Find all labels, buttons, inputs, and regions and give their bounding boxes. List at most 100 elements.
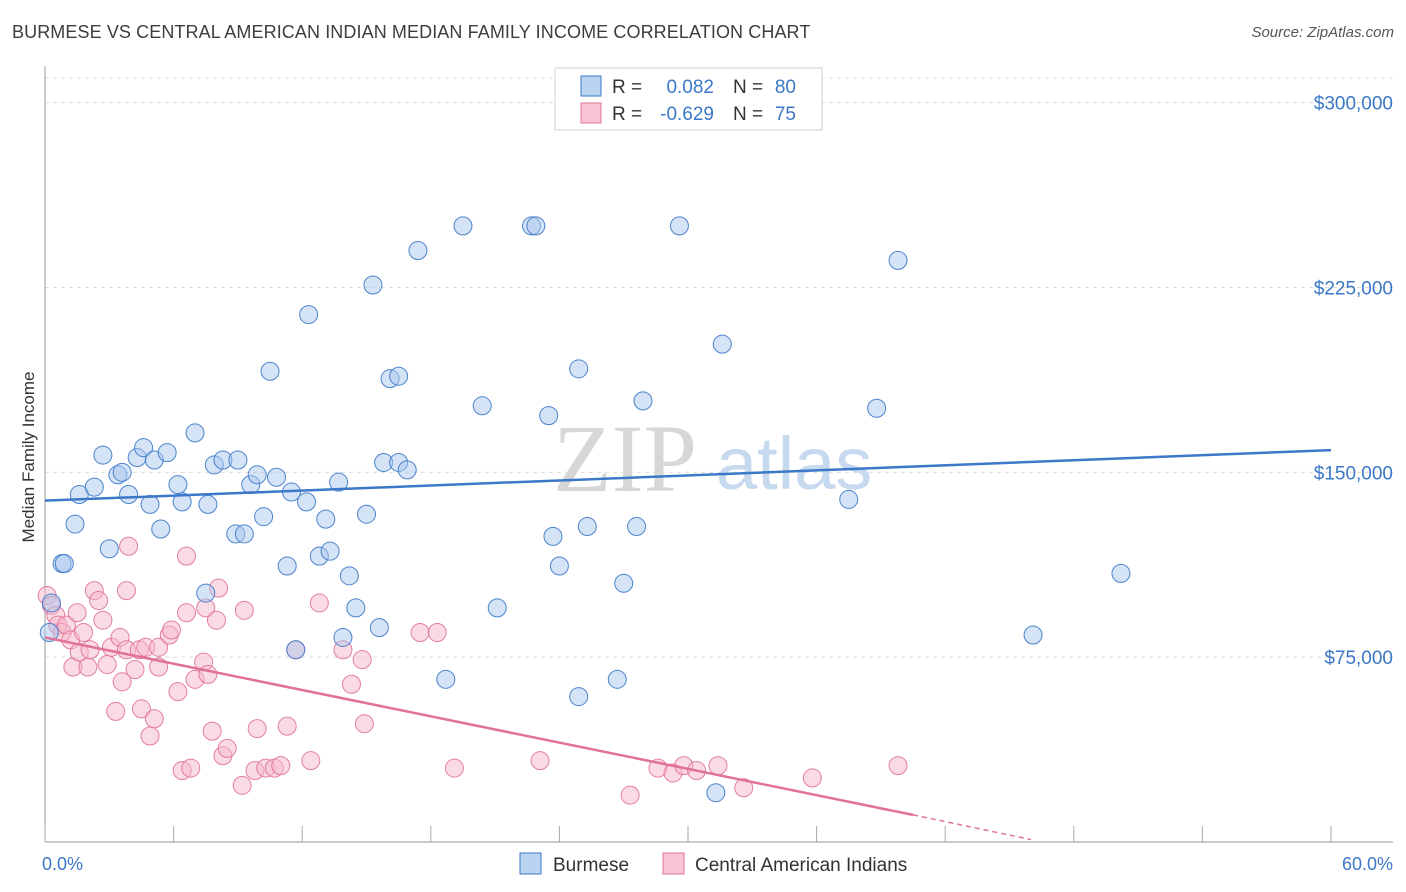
point-26 (131, 699, 151, 719)
point-4 (65, 514, 85, 534)
source-label: Source: ZipAtlas.com (1251, 24, 1394, 41)
point-36 (176, 603, 196, 623)
point-48 (232, 775, 252, 795)
point-16 (151, 519, 171, 539)
point-54 (271, 756, 291, 776)
series-central-american-indians (37, 536, 908, 805)
point-57 (487, 598, 507, 618)
point-15 (93, 610, 113, 630)
trend-line-burmese (44, 448, 1332, 502)
trend-line-extension (912, 814, 1032, 841)
bottom-legend-label-burmese[interactable]: Burmese (553, 855, 629, 876)
legend-r-value-1: -0.629 (660, 104, 714, 125)
legend-n-label-0: N = (733, 77, 763, 98)
point-50 (389, 366, 409, 386)
point-57 (301, 751, 321, 771)
axes (44, 66, 1393, 843)
point-55 (453, 216, 473, 236)
point-66 (530, 751, 550, 771)
point-44 (206, 610, 226, 630)
point-10 (112, 462, 132, 482)
point-32 (266, 467, 286, 487)
point-37 (176, 546, 196, 566)
point-59 (526, 216, 546, 236)
point-21 (196, 583, 216, 603)
legend-n-label-1: N = (733, 104, 763, 125)
point-69 (633, 391, 653, 411)
point-8 (67, 603, 87, 623)
point-63 (569, 687, 589, 707)
point-63 (410, 623, 430, 643)
series-burmese (39, 216, 1131, 803)
point-45 (357, 504, 376, 524)
point-17 (157, 443, 177, 463)
point-43 (202, 721, 222, 741)
chart-title: BURMESE VS CENTRAL AMERICAN INDIAN MEDIA… (12, 22, 811, 42)
point-51 (247, 719, 267, 739)
point-11 (119, 485, 139, 505)
point-20 (112, 672, 132, 692)
point-13 (134, 438, 154, 458)
bottom-legend-label-central-american-indians[interactable]: Central American Indians (695, 855, 907, 876)
point-72 (708, 756, 728, 776)
point-55 (277, 716, 297, 736)
point-67 (620, 785, 640, 805)
x-tick-label-min: 0.0% (42, 854, 83, 874)
point-65 (444, 758, 464, 778)
x-tick-labels: 0.0% 60.0% (42, 854, 1393, 874)
point-1 (41, 593, 61, 613)
bottom-legend: Burmese Central American Indians (519, 852, 907, 876)
y-axis-title: Median Family Income (19, 371, 38, 542)
point-74 (867, 398, 887, 418)
y-tick-label-0: $75,000 (1324, 648, 1393, 669)
point-40 (320, 541, 340, 561)
point-0 (39, 623, 59, 643)
point-43 (339, 566, 359, 586)
point-22 (198, 494, 218, 514)
point-67 (614, 573, 634, 593)
bottom-legend-swatch-burmese[interactable] (519, 852, 542, 875)
point-31 (149, 637, 169, 657)
trend-lines (44, 448, 1332, 841)
point-8 (99, 539, 119, 559)
point-14 (140, 494, 160, 514)
point-16 (97, 655, 117, 675)
legend-n-value-0: 80 (775, 77, 796, 98)
point-33 (277, 556, 297, 576)
point-47 (217, 738, 237, 758)
bottom-legend-swatch-central-american-indians[interactable] (662, 852, 685, 875)
point-27 (234, 524, 254, 544)
point-73 (734, 778, 754, 798)
point-47 (369, 618, 389, 638)
point-37 (299, 305, 319, 325)
point-60 (341, 674, 361, 694)
point-75 (888, 756, 908, 776)
point-35 (286, 640, 306, 660)
legend-n-value-1: 75 (775, 104, 796, 125)
point-18 (168, 475, 188, 495)
point-6 (84, 477, 104, 497)
y-tick-label-2: $225,000 (1314, 278, 1393, 299)
point-74 (802, 768, 822, 788)
point-46 (363, 275, 383, 295)
point-20 (185, 423, 205, 443)
point-14 (89, 590, 109, 610)
point-42 (333, 627, 353, 647)
watermark-zip: ZIP (553, 405, 697, 512)
point-31 (260, 361, 280, 381)
point-71 (706, 783, 726, 803)
point-33 (161, 620, 181, 640)
legend-swatch-0 (580, 75, 602, 97)
point-61 (543, 526, 563, 546)
point-26 (228, 450, 248, 470)
point-77 (1111, 563, 1131, 583)
point-66 (607, 669, 627, 689)
point-52 (397, 460, 417, 480)
point-54 (436, 669, 456, 689)
legend-r-value-0: 0.082 (666, 77, 714, 98)
point-36 (296, 492, 316, 512)
point-76 (1023, 625, 1043, 645)
point-72 (712, 334, 732, 354)
point-68 (627, 517, 647, 537)
